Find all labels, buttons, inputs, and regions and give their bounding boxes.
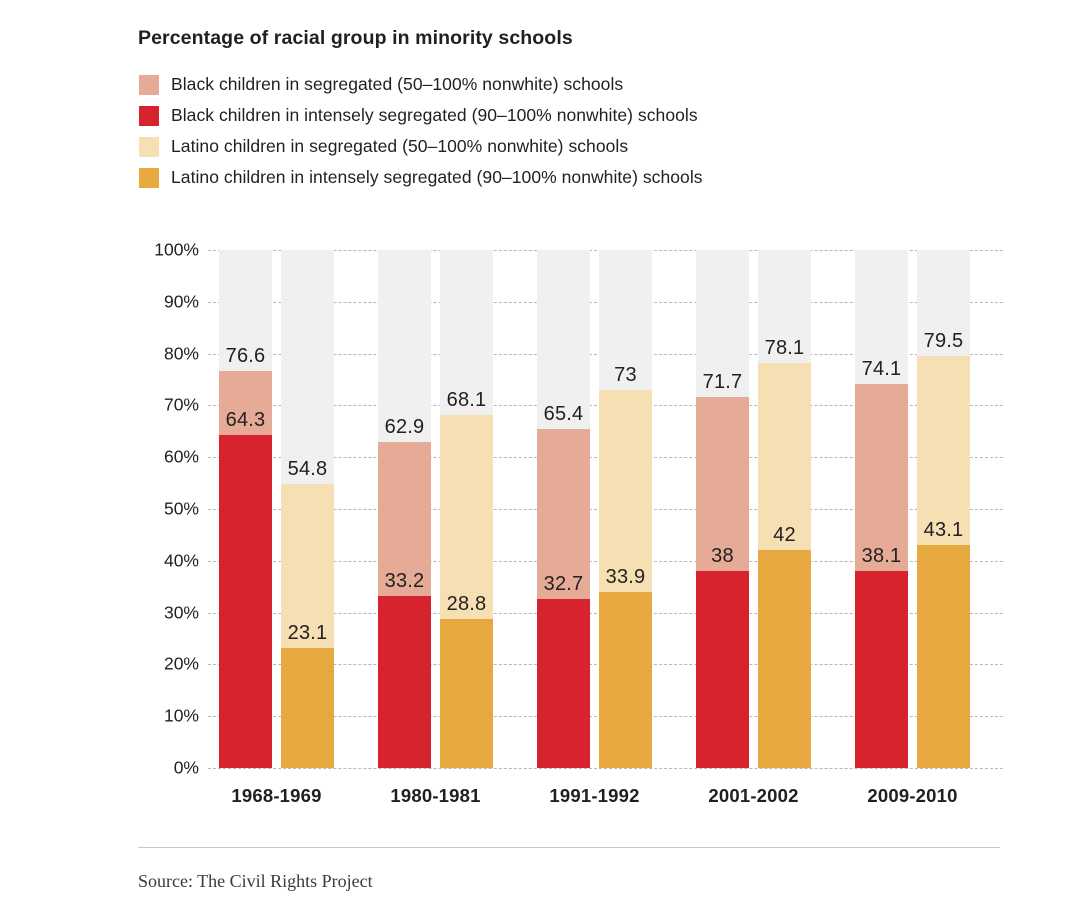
bar-group: 74.1 38.1 79.5 43.1	[844, 250, 1003, 768]
bar-segment-intensely-segregated-black[interactable]	[537, 598, 590, 768]
bar-segment-intensely-segregated-black[interactable]	[219, 434, 272, 768]
bar-value-label-segregated: 76.6	[225, 345, 266, 368]
bar-value-label-intensely-segregated: 42	[773, 524, 796, 547]
bar-segment-intensely-segregated-latino[interactable]	[281, 648, 334, 768]
bar-column-black[interactable]: 76.6 64.3	[219, 250, 272, 768]
gridline	[208, 768, 1003, 769]
x-axis-labels: 1968-1969 1980-1981 1991-1992 2001-2002 2009…	[208, 785, 1003, 811]
bar-segment-intensely-segregated-black[interactable]	[855, 570, 908, 768]
bar-segment-intensely-segregated-latino[interactable]	[917, 544, 970, 768]
legend-swatch-latino-segregated	[139, 136, 159, 157]
bar-segment-intensely-segregated-black[interactable]	[378, 596, 431, 768]
page-title: Percentage of racial group in minority s…	[138, 27, 573, 49]
bar-segment-intensely-segregated-latino[interactable]	[758, 550, 811, 768]
bar-column-black[interactable]: 74.1 38.1	[855, 250, 908, 768]
legend-item: Latino children in segregated (50–100% n…	[139, 134, 703, 160]
bar-group: 62.9 33.2 68.1 28.8	[367, 250, 526, 768]
y-axis-tick-label: 80%	[163, 343, 199, 364]
bar-column-latino[interactable]: 54.8 23.1	[281, 250, 334, 768]
x-axis-tick-label: 2009-2010	[867, 785, 958, 806]
legend-item: Latino children in intensely segregated …	[139, 165, 703, 191]
bar-value-label-intensely-segregated: 23.1	[287, 622, 328, 645]
x-axis-tick-label: 2001-2002	[708, 785, 799, 806]
x-axis-tick-label: 1968-1969	[231, 785, 322, 806]
bar-column-latino[interactable]: 79.5 43.1	[917, 250, 970, 768]
x-axis-tick-label: 1980-1981	[390, 785, 481, 806]
bar-value-label-segregated: 78.1	[764, 337, 805, 360]
y-axis-tick-label: 90%	[163, 291, 199, 312]
legend-item-label: Black children in intensely segregated (…	[171, 105, 698, 126]
chart-legend: Black children in segregated (50–100% no…	[139, 72, 703, 196]
bar-value-label-intensely-segregated: 64.3	[225, 408, 266, 431]
bar-segment-intensely-segregated-latino[interactable]	[599, 592, 652, 768]
bar-value-label-intensely-segregated: 38.1	[861, 544, 902, 567]
bar-column-black[interactable]: 71.7 38	[696, 250, 749, 768]
legend-swatch-black-segregated	[139, 74, 159, 95]
y-axis-tick-label: 60%	[163, 446, 199, 467]
legend-item-label: Latino children in segregated (50–100% n…	[171, 136, 629, 157]
legend-swatch-latino-intensely-segregated	[139, 167, 159, 188]
y-axis-tick-label: 100%	[154, 239, 199, 260]
legend-swatch-black-intensely-segregated	[139, 105, 159, 126]
bar-column-latino[interactable]: 78.1 42	[758, 250, 811, 768]
source-note: Source: The Civil Rights Project	[138, 871, 373, 891]
bar-value-label-segregated: 62.9	[384, 416, 425, 439]
plot-area: 76.6 64.3 54.8 23.1 62.9 33.2 68.1 28.8 65.4 32.7…	[208, 250, 1003, 769]
bar-value-label-intensely-segregated: 33.2	[384, 570, 425, 593]
legend-item: Black children in intensely segregated (…	[139, 103, 703, 129]
bar-value-label-segregated: 74.1	[861, 358, 902, 381]
bar-value-label-intensely-segregated: 43.1	[923, 518, 964, 541]
y-axis-tick-label: 50%	[163, 498, 199, 519]
y-axis-tick-label: 70%	[163, 394, 199, 415]
bar-value-label-segregated: 65.4	[543, 403, 584, 426]
bar-value-label-intensely-segregated: 28.8	[446, 592, 487, 615]
legend-item: Black children in segregated (50–100% no…	[139, 72, 703, 98]
legend-item-label: Black children in segregated (50–100% no…	[171, 74, 624, 95]
y-axis-tick-label: 20%	[163, 653, 199, 674]
bar-group: 71.7 38 78.1 42	[685, 250, 844, 768]
bar-segment-intensely-segregated-latino[interactable]	[440, 618, 493, 768]
bar-group: 65.4 32.7 73 33.9	[526, 250, 685, 768]
y-axis-tick-label: 10%	[163, 705, 199, 726]
bar-value-label-intensely-segregated: 32.7	[543, 572, 584, 595]
bar-value-label-segregated: 54.8	[287, 458, 328, 481]
footer-divider	[138, 847, 1000, 848]
bar-value-label-segregated: 68.1	[446, 389, 487, 412]
bar-column-latino[interactable]: 73 33.9	[599, 250, 652, 768]
bar-column-black[interactable]: 62.9 33.2	[378, 250, 431, 768]
bar-value-label-intensely-segregated: 38	[711, 545, 734, 568]
y-axis-labels: 0% 10% 20% 30% 40% 50% 60% 70% 80% 90% 100%	[133, 240, 199, 778]
y-axis-tick-label: 0%	[173, 757, 199, 778]
bar-column-latino[interactable]: 68.1 28.8	[440, 250, 493, 768]
legend-item-label: Latino children in intensely segregated …	[171, 167, 703, 188]
bar-group: 76.6 64.3 54.8 23.1	[208, 250, 367, 768]
bar-value-label-segregated: 71.7	[702, 370, 743, 393]
y-axis-tick-label: 30%	[163, 602, 199, 623]
bar-value-label-segregated: 79.5	[923, 330, 964, 353]
bar-value-label-segregated: 73	[614, 363, 637, 386]
y-axis-tick-label: 40%	[163, 550, 199, 571]
bar-column-black[interactable]: 65.4 32.7	[537, 250, 590, 768]
x-axis-tick-label: 1991-1992	[549, 785, 640, 806]
bar-value-label-intensely-segregated: 33.9	[605, 566, 646, 589]
bar-segment-intensely-segregated-black[interactable]	[696, 571, 749, 768]
